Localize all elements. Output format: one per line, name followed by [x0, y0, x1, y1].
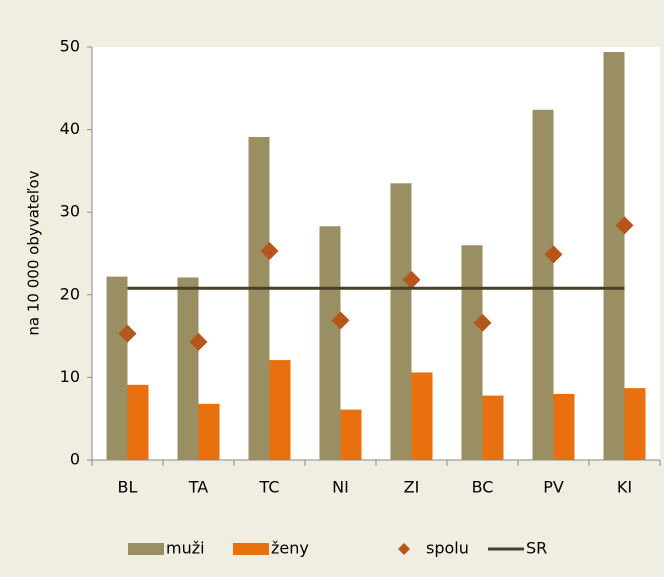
bar	[340, 409, 362, 460]
x-tick-label: TA	[188, 478, 209, 497]
bar	[461, 245, 483, 460]
marker	[118, 324, 137, 343]
marker	[260, 242, 279, 261]
bar	[127, 384, 149, 460]
bar	[532, 109, 554, 460]
y-tick-label: 20	[60, 284, 80, 303]
legend-label: SR	[526, 539, 547, 558]
y-tick-label: 30	[60, 202, 80, 221]
bar	[482, 395, 504, 460]
bar	[624, 388, 646, 460]
x-tick-label: BC	[472, 478, 494, 497]
bar	[248, 137, 270, 460]
bar	[198, 403, 220, 460]
marker	[544, 245, 563, 264]
marker	[473, 313, 492, 332]
x-tick-label: NI	[332, 478, 349, 497]
bar	[553, 393, 575, 460]
bar	[411, 372, 433, 460]
x-tick-label: ZI	[404, 478, 420, 497]
marker	[331, 311, 350, 330]
bar	[603, 51, 625, 461]
y-tick-label: 40	[60, 119, 80, 138]
y-axis-label: na 10 000 obyvateľov	[25, 170, 43, 335]
marker	[615, 216, 634, 235]
bar	[177, 277, 199, 460]
y-tick-label: 50	[60, 37, 80, 56]
legend-label: spolu	[426, 539, 469, 558]
marker	[189, 332, 208, 351]
bar	[319, 226, 341, 460]
x-tick-label: TC	[258, 478, 279, 497]
legend-swatch	[233, 543, 269, 555]
bar	[390, 183, 412, 461]
marker	[402, 270, 421, 289]
legend-swatch	[398, 543, 410, 555]
bar	[269, 360, 291, 460]
x-tick-label: BL	[118, 478, 138, 497]
x-tick-label: KI	[617, 478, 632, 497]
x-tick-label: PV	[543, 478, 564, 497]
bar	[106, 276, 128, 460]
legend-label: ženy	[271, 539, 309, 558]
y-tick-label: 0	[70, 450, 80, 469]
y-tick-label: 10	[60, 367, 80, 386]
legend-label: muži	[166, 539, 205, 558]
legend-swatch	[128, 543, 164, 555]
plot-area	[92, 47, 660, 460]
